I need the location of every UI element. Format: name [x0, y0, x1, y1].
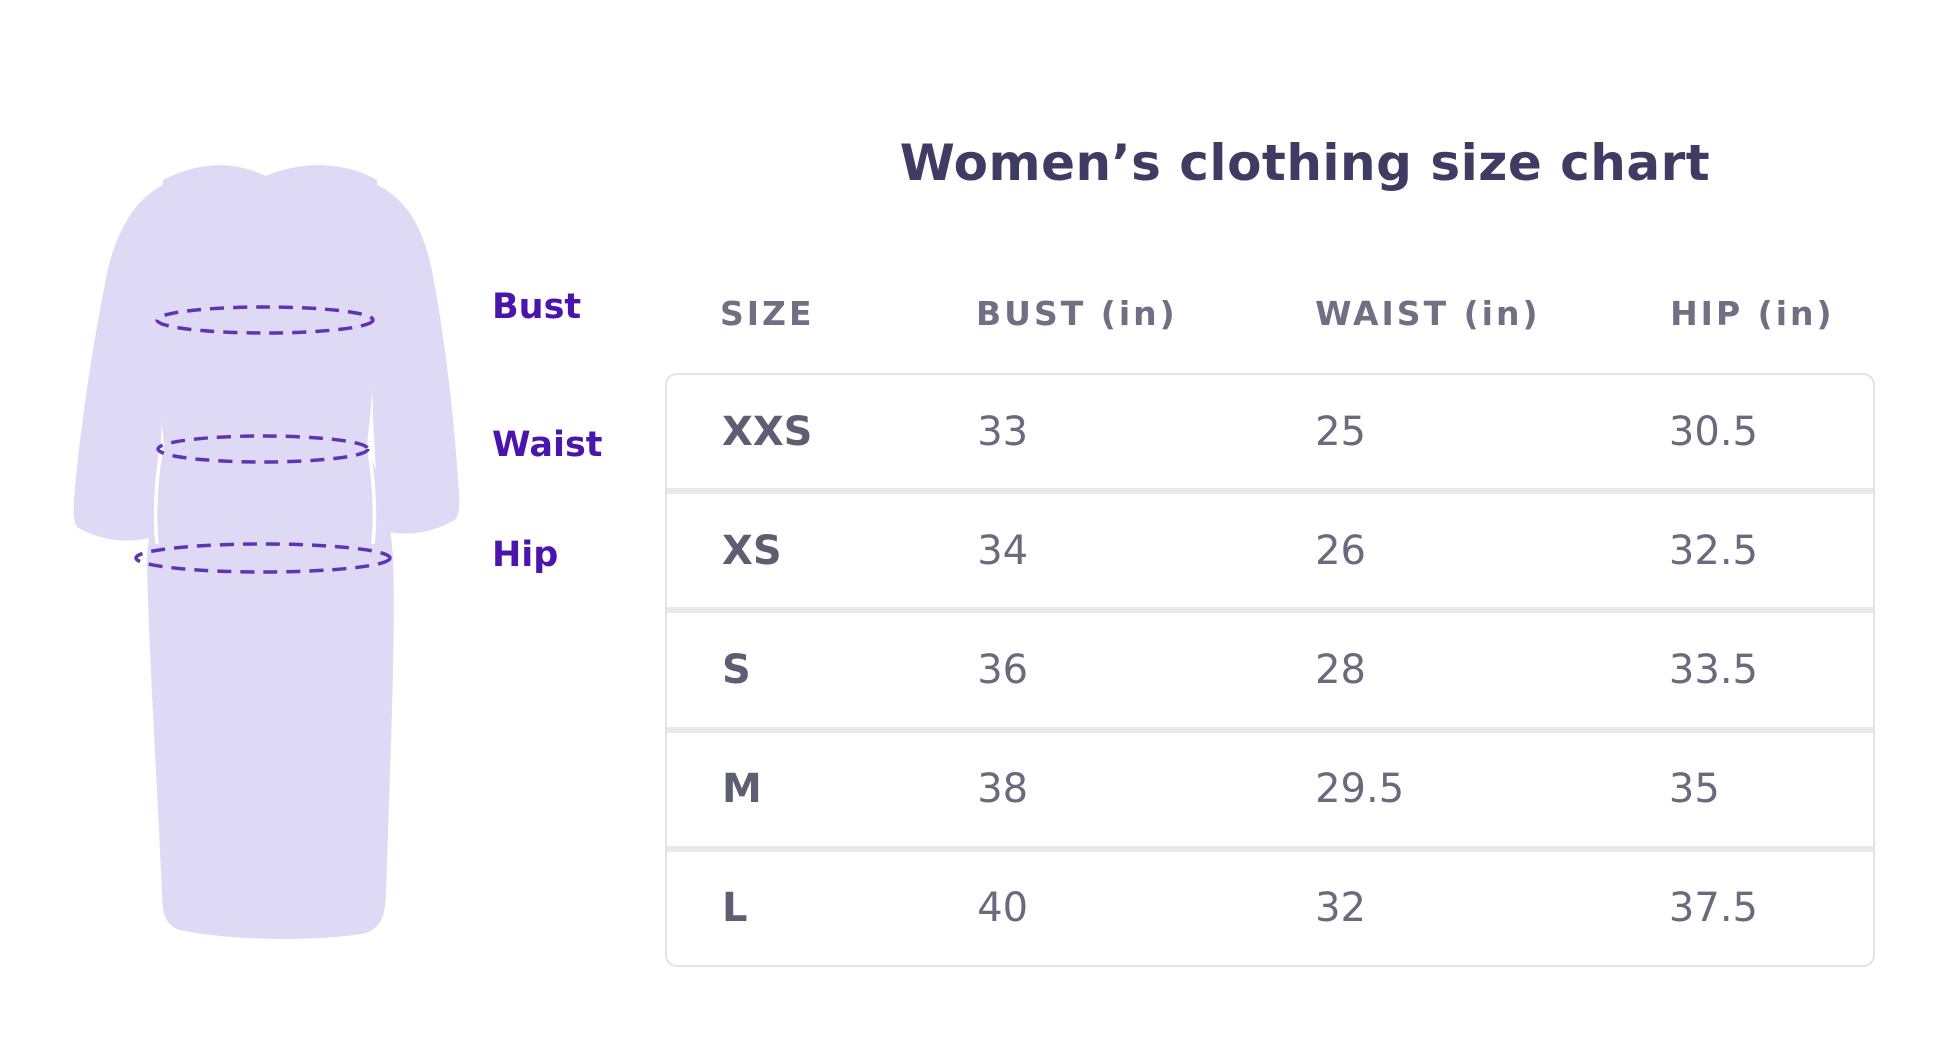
- table-cell-hip: 30.5: [1668, 408, 1758, 455]
- header-cell-waist: WAIST (in): [1315, 293, 1541, 333]
- table-cell-hip: 35: [1668, 766, 1720, 813]
- hip-measure-ellipse: [134, 542, 392, 574]
- dress-right-sleeve: [370, 182, 460, 534]
- table-cell-size: L: [722, 885, 748, 932]
- size-table: XXS 33 25 30.5 XS 34 26 32.5 S 36 28 33.5 M 38 29.5 35 L…: [665, 373, 1875, 967]
- dress-illustration: [60, 100, 460, 980]
- bust-label: Bust: [492, 287, 582, 327]
- table-cell-waist: 29.5: [1315, 766, 1405, 813]
- table-row: S 36 28 33.5: [667, 607, 1873, 726]
- header-cell-hip: HIP (in): [1670, 293, 1835, 333]
- header-cell-bust: BUST (in): [976, 293, 1178, 333]
- table-cell-hip: 33.5: [1668, 647, 1758, 693]
- table-cell-bust: 38: [977, 766, 1029, 813]
- table-cell-waist: 28: [1315, 647, 1366, 693]
- table-row: L 40 32 37.5: [667, 845, 1873, 965]
- table-row: XS 34 26 32.5: [667, 488, 1873, 607]
- header-cell-size: SIZE: [720, 293, 815, 333]
- bust-measure-ellipse: [155, 305, 375, 335]
- table-cell-size: XXS: [722, 408, 813, 455]
- table-cell-waist: 25: [1315, 408, 1366, 455]
- table-cell-size: XS: [722, 527, 782, 574]
- table-cell-bust: 40: [977, 885, 1029, 932]
- table-cell-size: M: [722, 766, 762, 813]
- dress-body: [147, 165, 394, 939]
- page-title: Women’s clothing size chart: [899, 134, 1711, 192]
- dress-figure-svg: [73, 165, 460, 939]
- table-cell-hip: 32.5: [1668, 527, 1758, 574]
- table-cell-waist: 32: [1315, 885, 1366, 932]
- table-cell-bust: 36: [977, 647, 1029, 693]
- sleeve-gap-right: [367, 449, 377, 545]
- sleeve-gap-left: [153, 449, 163, 545]
- table-cell-size: S: [722, 647, 751, 693]
- table-header-row: SIZE BUST (in) WAIST (in) HIP (in): [665, 288, 1875, 338]
- table-row: XXS 33 25 30.5: [667, 375, 1873, 488]
- waist-label: Waist: [492, 425, 603, 465]
- table-cell-waist: 26: [1315, 527, 1366, 574]
- table-cell-bust: 34: [977, 527, 1029, 574]
- waist-measure-ellipse: [156, 434, 370, 464]
- table-cell-hip: 37.5: [1668, 885, 1758, 932]
- table-cell-bust: 33: [977, 408, 1029, 455]
- dress-left-sleeve: [73, 182, 170, 541]
- hip-label: Hip: [492, 535, 559, 575]
- table-row: M 38 29.5 35: [667, 726, 1873, 846]
